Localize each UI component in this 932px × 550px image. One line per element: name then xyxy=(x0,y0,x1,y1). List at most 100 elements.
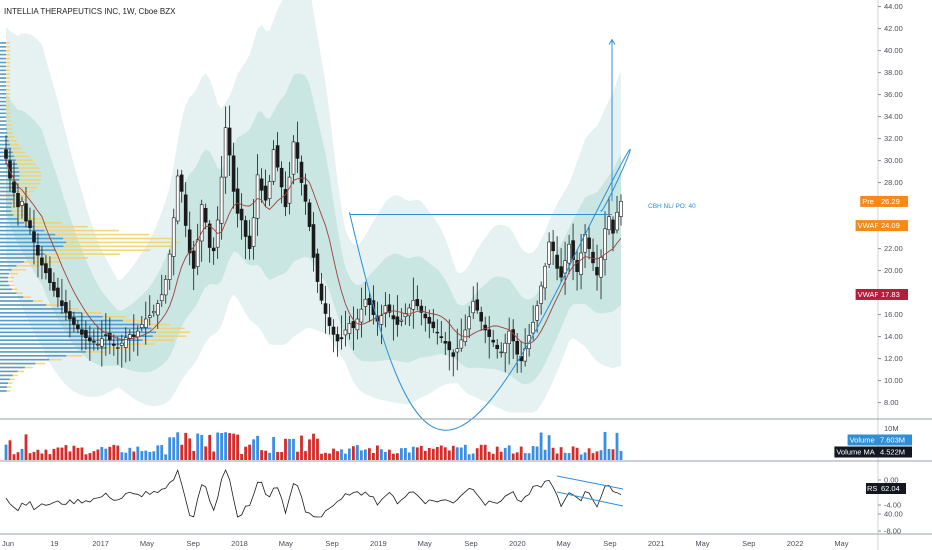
candle-body xyxy=(563,260,567,274)
candle-body xyxy=(104,334,108,336)
profile-bar-buy xyxy=(0,343,127,345)
volume-bar xyxy=(495,446,499,460)
badge-name-box xyxy=(860,195,878,207)
volume-bar xyxy=(104,448,108,460)
candle-body xyxy=(76,324,80,330)
candle-body xyxy=(491,339,496,343)
candle-body xyxy=(171,217,176,257)
candle-body xyxy=(363,298,368,307)
profile-bar-buy xyxy=(0,308,63,310)
candle-body xyxy=(543,265,547,289)
profile-bar-buy xyxy=(0,132,8,134)
profile-bar-buy xyxy=(0,46,6,48)
volume-bar xyxy=(352,446,355,460)
profile-bar-buy xyxy=(0,253,45,255)
candle-body xyxy=(259,178,264,191)
time-axis: Jun 19 2017 May Sep 2018 May Sep 2019 May Sep 2020 M… xyxy=(0,533,932,548)
volume-bar xyxy=(12,454,16,460)
volume-bar xyxy=(419,445,423,460)
candle-body xyxy=(311,224,316,258)
volume-bar xyxy=(20,448,24,460)
profile-bar-buy xyxy=(0,108,7,111)
profile-bar-buy xyxy=(0,225,34,228)
profile-bar-sell xyxy=(0,249,151,251)
volume-bar xyxy=(595,451,599,460)
candle-body xyxy=(295,142,300,159)
volume-panel: 10M Volume 7.603M Volume MA 4.522M xyxy=(0,418,932,462)
candle-body xyxy=(351,321,356,329)
candle-body xyxy=(88,337,92,342)
candle-body xyxy=(579,252,583,275)
volume-bar xyxy=(36,449,40,460)
volume-bar xyxy=(575,447,579,460)
candle-body xyxy=(471,301,476,314)
volume-bar xyxy=(563,452,567,460)
volume-bar xyxy=(571,446,575,460)
candle-body xyxy=(20,201,24,206)
volume-bar xyxy=(487,451,491,460)
profile-bar-buy xyxy=(0,116,7,118)
volume-bar xyxy=(515,452,519,460)
rsi-label-box xyxy=(866,483,878,494)
candle-body xyxy=(479,312,484,322)
profile-bar-buy xyxy=(0,124,7,126)
volume-bar xyxy=(587,448,591,460)
volume-bar xyxy=(172,437,176,460)
volume-bar xyxy=(320,453,323,460)
volume-bar xyxy=(411,446,415,460)
volume-bar xyxy=(427,448,431,460)
candle-body xyxy=(251,217,256,247)
volume-bar xyxy=(360,450,363,460)
profile-bar-sell xyxy=(0,225,88,228)
time-tick-label: May xyxy=(557,539,571,548)
volume-bar xyxy=(348,448,351,460)
volume-bar xyxy=(108,446,112,460)
price-tick-label: 16.00 xyxy=(884,310,903,319)
candle-body xyxy=(128,334,132,339)
volume-bar xyxy=(168,437,172,460)
volume-bar xyxy=(380,449,383,460)
volume-profile xyxy=(0,42,190,392)
candle-body xyxy=(243,220,248,237)
candle-body xyxy=(144,318,148,328)
price-tick-label: 30.00 xyxy=(884,156,903,165)
profile-bar-sell xyxy=(0,265,40,267)
volume-bar xyxy=(392,453,395,460)
candle-body xyxy=(108,332,112,341)
price-tick-label: 44.00 xyxy=(884,2,903,11)
volume-bar xyxy=(316,438,319,460)
candle-body xyxy=(235,188,240,214)
profile-bar-buy xyxy=(0,229,45,232)
candle-body xyxy=(443,340,448,344)
volume-bar xyxy=(136,446,140,460)
volume-bar xyxy=(156,445,160,460)
volume-bar xyxy=(92,451,96,460)
volume-bar xyxy=(236,434,239,460)
price-tick-label: 22.00 xyxy=(884,244,903,253)
candle-body xyxy=(327,317,332,326)
badge-value: 17.83 xyxy=(881,290,900,299)
candle-body xyxy=(219,176,224,224)
candle-body xyxy=(355,318,360,331)
volume-bar xyxy=(308,439,311,460)
candle-body xyxy=(315,253,320,282)
profile-bar-sell xyxy=(0,171,41,173)
target-arrow-head xyxy=(608,38,616,45)
profile-bar-buy xyxy=(0,65,6,68)
profile-bar-sell xyxy=(0,229,119,232)
candle-body xyxy=(136,330,140,338)
candle-body xyxy=(515,340,520,355)
profile-bar-buy xyxy=(0,233,56,236)
time-tick-label: Sep xyxy=(187,539,200,548)
candle-body xyxy=(187,229,192,254)
candle-body xyxy=(487,329,492,337)
volume-bar xyxy=(384,452,387,460)
volume-bar xyxy=(132,451,136,460)
volume-bar xyxy=(208,434,212,460)
volume-bar xyxy=(32,451,36,460)
candle-body xyxy=(399,319,404,322)
profile-bar-buy xyxy=(0,245,64,248)
price-tick-label: 38.00 xyxy=(884,68,903,77)
candle-body xyxy=(148,315,152,318)
